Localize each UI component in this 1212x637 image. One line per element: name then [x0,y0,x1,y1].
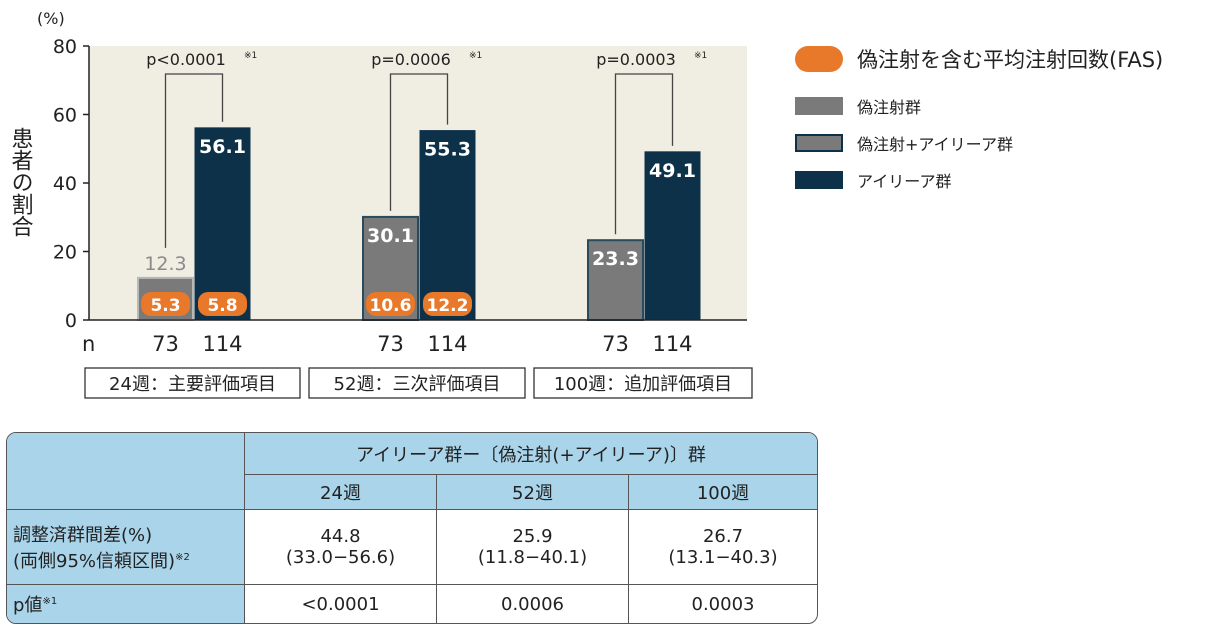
bar-chart: 0 20 40 60 80 (%) 患者の割合 n 12.3 5.3 73 56.1 5.8 11… [8,9,753,399]
p-value-note: ※1 [244,51,257,61]
legend: 偽注射を含む平均注射回数(FAS) 偽注射群 偽注射+アイリーア群 アイリーア群 [795,40,1163,198]
table-corner [7,433,245,510]
table-cell: 0.0003 [691,593,755,615]
injection-label: 10.6 [370,296,412,316]
y-tick-label: 60 [53,105,77,127]
diff-ci: (11.8−40.1) [477,547,588,568]
row-label-difference-line1: 調整済群間差(%) [13,525,153,546]
p-value-label: p=0.0006 [371,50,451,69]
n-label: n [82,332,95,356]
bar-value-label: 55.3 [424,139,471,161]
group-label-box [84,367,301,399]
legend-label-sham: 偽注射群 [857,97,922,117]
table-header-week: 100週 [629,475,817,510]
injection-pill [141,292,190,316]
row-label-ci: (両側95%信頼区間) [13,551,176,572]
y-tick-label: 80 [53,36,77,58]
n-value: 73 [377,332,404,356]
footnote-ref: ※1 [42,596,58,607]
diff-value: 26.7 [702,526,744,547]
group-label-box [308,367,526,399]
pvalue-label: p値 [13,595,43,616]
significance-bracket [389,73,449,211]
results-table: アイリーア群ー〔偽注射(+アイリーア)〕群 24週 52週 100週 調整済群間… [6,432,818,624]
bar-value-label: 12.3 [144,253,186,275]
bar-value-label: 23.3 [592,248,639,270]
bar-value-label: 56.1 [199,136,246,158]
diff-ci: (13.1−40.3) [668,547,778,568]
legend-swatch-eylea [795,170,843,189]
bar [419,130,476,321]
y-tick-label: 0 [65,310,77,332]
n-value: 114 [202,332,242,356]
group-label-box [533,367,753,399]
injection-label: 12.2 [427,296,469,316]
legend-label-eylea: アイリーア群 [857,171,952,191]
group-label: 100週：追加評価項目 [554,374,732,395]
table-cell: 26.7 (13.1−40.3) [629,510,817,585]
injection-label: 5.8 [207,296,237,316]
bar-value-label: 49.1 [649,160,696,182]
injection-pill [366,292,415,316]
y-unit: (%) [37,9,65,28]
n-value: 114 [652,332,692,356]
p-value-note: ※1 [469,51,482,61]
table-header-week: 24週 [245,475,437,510]
legend-item-sham-eylea: 偽注射+アイリーア群 [795,124,1163,161]
p-value-note: ※1 [694,51,707,61]
group-label: 52週：三次評価項目 [334,374,501,395]
row-label-difference-line2: (両側95%信頼区間)※2 [13,547,244,573]
y-tick-label: 40 [53,173,77,195]
legend-swatch-sham [795,96,843,115]
footnote-ref: ※2 [175,552,190,563]
legend-item-injections: 偽注射を含む平均注射回数(FAS) [795,40,1163,77]
n-value: 73 [602,332,629,356]
legend-swatch-sham-eylea [795,133,843,152]
diff-value: 44.8 [320,526,361,547]
row-label-pvalue: p値※1 [7,585,245,623]
diff-value: 25.9 [512,526,553,547]
table-header-main: アイリーア群ー〔偽注射(+アイリーア)〕群 [245,433,817,475]
legend-item-sham: 偽注射群 [795,87,1163,124]
legend-item-eylea: アイリーア群 [795,161,1163,198]
y-tick-label: 20 [53,242,77,264]
injection-pill [423,292,472,316]
table-header-week: 52週 [437,475,629,510]
injection-label: 5.3 [150,296,180,316]
table-cell: <0.0001 [245,585,437,623]
p-value-label: p=0.0003 [596,50,676,69]
y-axis-title: 患者の割合 [8,127,34,237]
table-cell: 25.9 (11.8−40.1) [437,510,629,585]
table-cell: 44.8 (33.0−56.6) [245,510,437,585]
diff-ci: (33.0−56.6) [285,547,396,568]
injection-pill [198,292,247,316]
group-label: 24週：主要評価項目 [109,374,276,395]
bar-value-label: 30.1 [367,225,414,247]
p-value-label: p<0.0001 [146,50,226,69]
legend-label-injections: 偽注射を含む平均注射回数(FAS) [857,47,1164,72]
bar [194,127,251,321]
row-label-difference: 調整済群間差(%) (両側95%信頼区間)※2 [7,510,245,585]
legend-label-sham-eylea: 偽注射+アイリーア群 [857,134,1013,154]
table-cell: 0.0006 [437,585,629,623]
n-value: 73 [152,332,179,356]
legend-swatch-injections [795,45,843,72]
n-value: 114 [427,332,467,356]
significance-bracket [164,73,224,248]
significance-bracket [614,73,674,235]
